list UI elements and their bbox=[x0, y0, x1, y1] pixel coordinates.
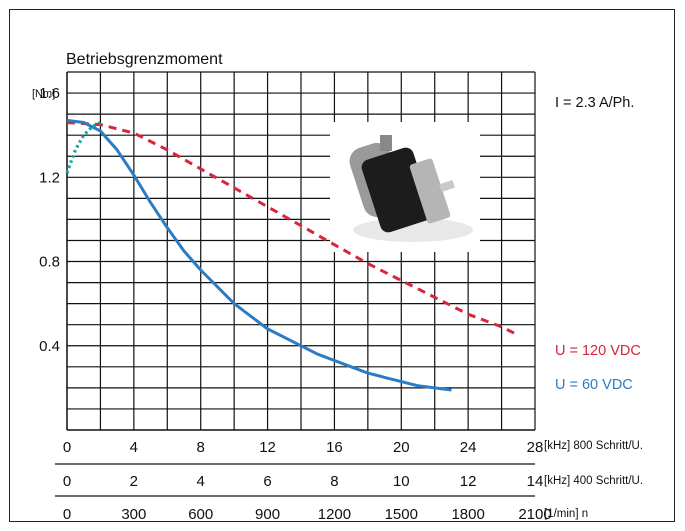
series-line-2 bbox=[65, 121, 102, 174]
x-tick-label: 900 bbox=[255, 506, 280, 523]
chart-title: Betriebsgrenzmoment bbox=[66, 51, 223, 68]
motor-connector bbox=[380, 135, 392, 151]
x-axis-1-label: [kHz] 800 Schritt/U. bbox=[544, 440, 643, 452]
x-axis-2-label: [kHz] 400 Schritt/U. bbox=[544, 475, 643, 487]
x-tick-label: 0 bbox=[63, 473, 71, 490]
x-tick-label: 0 bbox=[63, 439, 71, 456]
x-tick-label: 2 bbox=[130, 473, 138, 490]
x-tick-label: 8 bbox=[197, 439, 205, 456]
y-tick-label: 0.4 bbox=[39, 338, 60, 355]
x-tick-label: 1800 bbox=[451, 506, 484, 523]
x-tick-label: 28 bbox=[527, 439, 544, 456]
x-tick-label: 12 bbox=[259, 439, 276, 456]
x-tick-label: 1500 bbox=[385, 506, 418, 523]
x-tick-label: 10 bbox=[393, 473, 410, 490]
legend-120vdc: U = 120 VDC bbox=[555, 343, 641, 359]
x-tick-label: 4 bbox=[130, 439, 138, 456]
series-line-0 bbox=[66, 121, 519, 337]
x-axis-3-label: [1/min] n bbox=[544, 508, 588, 520]
y-unit-label: [Nm] bbox=[32, 88, 55, 100]
x-tick-label: 0 bbox=[63, 506, 71, 523]
x-tick-label: 300 bbox=[121, 506, 146, 523]
x-tick-label: 20 bbox=[393, 439, 410, 456]
motor-flange bbox=[409, 158, 451, 224]
x-tick-label: 4 bbox=[197, 473, 205, 490]
y-tick-label: 1.2 bbox=[39, 169, 60, 186]
x-tick-label: 24 bbox=[460, 439, 477, 456]
y-tick-label: 1.6 bbox=[39, 85, 60, 102]
series-line-1 bbox=[66, 118, 452, 392]
x-tick-label: 6 bbox=[263, 473, 271, 490]
y-tick-label: 0.8 bbox=[39, 254, 60, 271]
x-tick-label: 16 bbox=[326, 439, 343, 456]
motor-shaft bbox=[439, 180, 455, 192]
chart-frame bbox=[9, 9, 675, 522]
x-tick-label: 2100 bbox=[518, 506, 551, 523]
legend-60vdc: U = 60 VDC bbox=[555, 377, 633, 393]
x-tick-label: 14 bbox=[527, 473, 544, 490]
stepper-motor-image bbox=[349, 135, 473, 242]
chart-curves bbox=[65, 118, 519, 392]
x-tick-label: 12 bbox=[460, 473, 477, 490]
x-tick-label: 8 bbox=[330, 473, 338, 490]
current-annotation: I = 2.3 A/Ph. bbox=[555, 95, 634, 111]
chart-labels: 0.40.81.21.60 4 8 12 16 20 24 280 2 4 6 8 10 12 140 300… bbox=[39, 85, 552, 523]
x-tick-label: 1200 bbox=[318, 506, 351, 523]
x-tick-label: 600 bbox=[188, 506, 213, 523]
